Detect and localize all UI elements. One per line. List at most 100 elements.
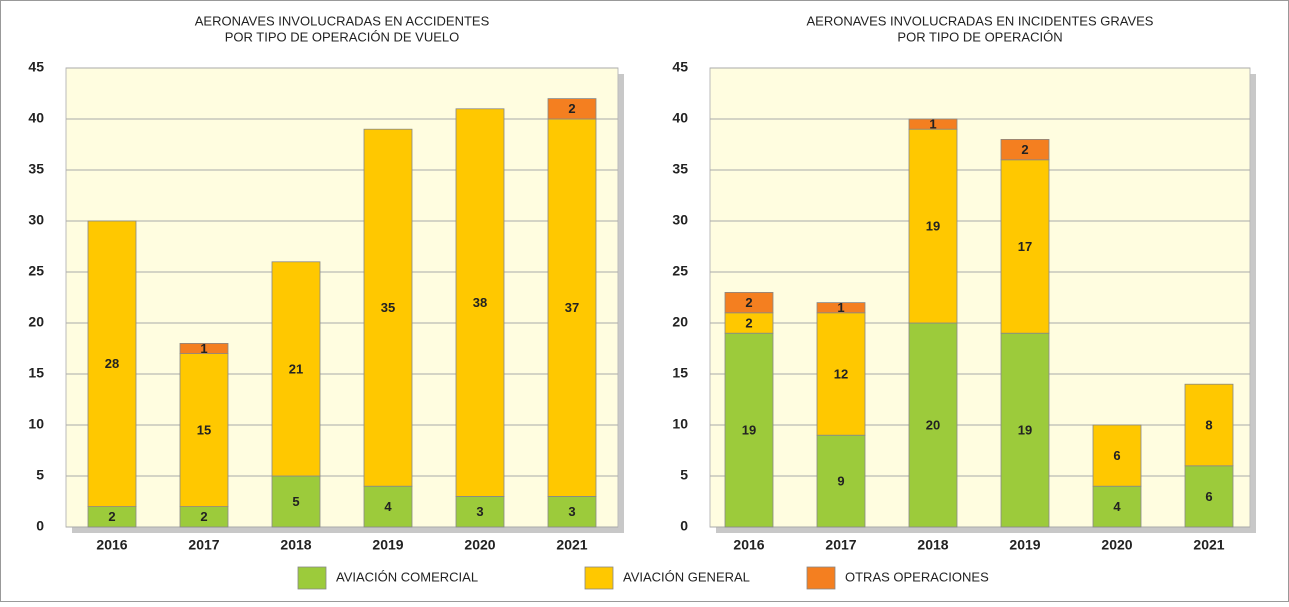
x-tick-label: 2016	[96, 537, 127, 553]
bar-segment	[363, 485, 413, 528]
bar-value-label: 35	[381, 300, 395, 315]
bar-segment	[179, 353, 229, 508]
bar-segment	[547, 98, 597, 120]
bar-segment	[1184, 383, 1234, 467]
legend-label: AVIACIÓN COMERCIAL	[336, 569, 478, 584]
bar-value-label: 6	[1113, 448, 1120, 463]
bar-segment	[1184, 465, 1234, 528]
plot-area	[709, 67, 1251, 528]
y-tick-label: 30	[672, 212, 688, 228]
bar-value-label: 2	[745, 295, 752, 310]
x-tick-label: 2019	[372, 537, 403, 553]
bar-value-label: 1	[837, 300, 844, 315]
bar-segment	[816, 434, 866, 528]
bar-value-label: 4	[1113, 499, 1121, 514]
bar-segment	[908, 322, 958, 528]
y-tick-label: 25	[28, 263, 44, 279]
legend-swatch	[584, 566, 614, 590]
y-tick-label: 40	[672, 110, 688, 126]
bar-value-label: 8	[1205, 417, 1212, 432]
bar-value-label: 6	[1205, 489, 1212, 504]
bar-segment	[724, 291, 774, 314]
x-tick-label: 2021	[556, 537, 587, 553]
chart-title: AERONAVES INVOLUCRADAS EN INCIDENTES GRA…	[807, 13, 1154, 28]
bar-segment	[87, 220, 137, 508]
bar-value-label: 20	[926, 417, 940, 432]
bar-value-label: 3	[476, 504, 483, 519]
bar-value-label: 19	[926, 219, 940, 234]
bar-value-label: 5	[292, 494, 299, 509]
bar-value-label: 19	[1018, 423, 1032, 438]
plot-area	[65, 67, 619, 528]
bar-value-label: 1	[929, 117, 936, 132]
y-tick-label: 35	[672, 161, 688, 177]
bar-value-label: 2	[568, 101, 575, 116]
bar-value-label: 1	[200, 341, 207, 356]
y-tick-label: 0	[36, 518, 44, 534]
y-tick-label: 45	[28, 59, 44, 75]
y-tick-label: 35	[28, 161, 44, 177]
bar-value-label: 9	[837, 474, 844, 489]
bar-segment	[363, 128, 413, 487]
chart-title: POR TIPO DE OPERACIÓN DE VUELO	[225, 29, 460, 44]
legend-label: AVIACIÓN GENERAL	[623, 569, 750, 584]
bar-segment	[724, 332, 774, 528]
y-tick-label: 20	[672, 314, 688, 330]
bar-segment	[1000, 138, 1050, 161]
x-tick-label: 2020	[464, 537, 495, 553]
bar-value-label: 38	[473, 295, 487, 310]
legend-swatch	[806, 566, 836, 590]
bar-segment	[271, 475, 321, 528]
bar-segment	[1092, 424, 1142, 487]
y-tick-label: 5	[36, 467, 44, 483]
bar-segment	[271, 261, 321, 477]
chart-title: AERONAVES INVOLUCRADAS EN ACCIDENTES	[195, 13, 490, 28]
x-tick-label: 2017	[188, 537, 219, 553]
bar-segment	[547, 495, 597, 528]
bar-segment	[816, 302, 866, 314]
y-tick-label: 25	[672, 263, 688, 279]
bar-value-label: 2	[200, 509, 207, 524]
y-tick-label: 5	[680, 467, 688, 483]
bar-value-label: 21	[289, 361, 303, 376]
bar-segment	[179, 342, 229, 354]
bar-value-label: 37	[565, 300, 579, 315]
bar-value-label: 2	[108, 509, 115, 524]
y-tick-label: 15	[672, 365, 688, 381]
bar-value-label: 2	[745, 315, 752, 330]
legend-swatch	[297, 566, 327, 590]
bar-value-label: 3	[568, 504, 575, 519]
y-tick-label: 10	[28, 416, 44, 432]
y-tick-label: 10	[672, 416, 688, 432]
chart-title: POR TIPO DE OPERACIÓN	[897, 29, 1062, 44]
bar-segment	[1092, 485, 1142, 528]
bar-value-label: 19	[742, 423, 756, 438]
bar-segment	[908, 118, 958, 130]
bar-value-label: 17	[1018, 239, 1032, 254]
bar-segment	[816, 312, 866, 436]
y-tick-label: 15	[28, 365, 44, 381]
y-tick-label: 30	[28, 212, 44, 228]
bar-value-label: 2	[1021, 142, 1028, 157]
x-tick-label: 2018	[280, 537, 311, 553]
bar-segment	[455, 108, 505, 497]
x-tick-label: 2018	[917, 537, 948, 553]
bar-segment	[547, 118, 597, 497]
y-tick-label: 0	[680, 518, 688, 534]
bar-value-label: 4	[384, 499, 392, 514]
x-tick-label: 2020	[1101, 537, 1132, 553]
x-tick-label: 2017	[825, 537, 856, 553]
x-tick-label: 2021	[1193, 537, 1224, 553]
bar-segment	[908, 128, 958, 324]
bar-value-label: 28	[105, 356, 119, 371]
bar-segment	[455, 495, 505, 528]
bar-value-label: 15	[197, 423, 211, 438]
bar-value-label: 12	[834, 366, 848, 381]
y-tick-label: 20	[28, 314, 44, 330]
legend-label: OTRAS OPERACIONES	[845, 569, 989, 584]
y-tick-label: 45	[672, 59, 688, 75]
x-tick-label: 2019	[1009, 537, 1040, 553]
x-tick-label: 2016	[733, 537, 764, 553]
y-tick-label: 40	[28, 110, 44, 126]
